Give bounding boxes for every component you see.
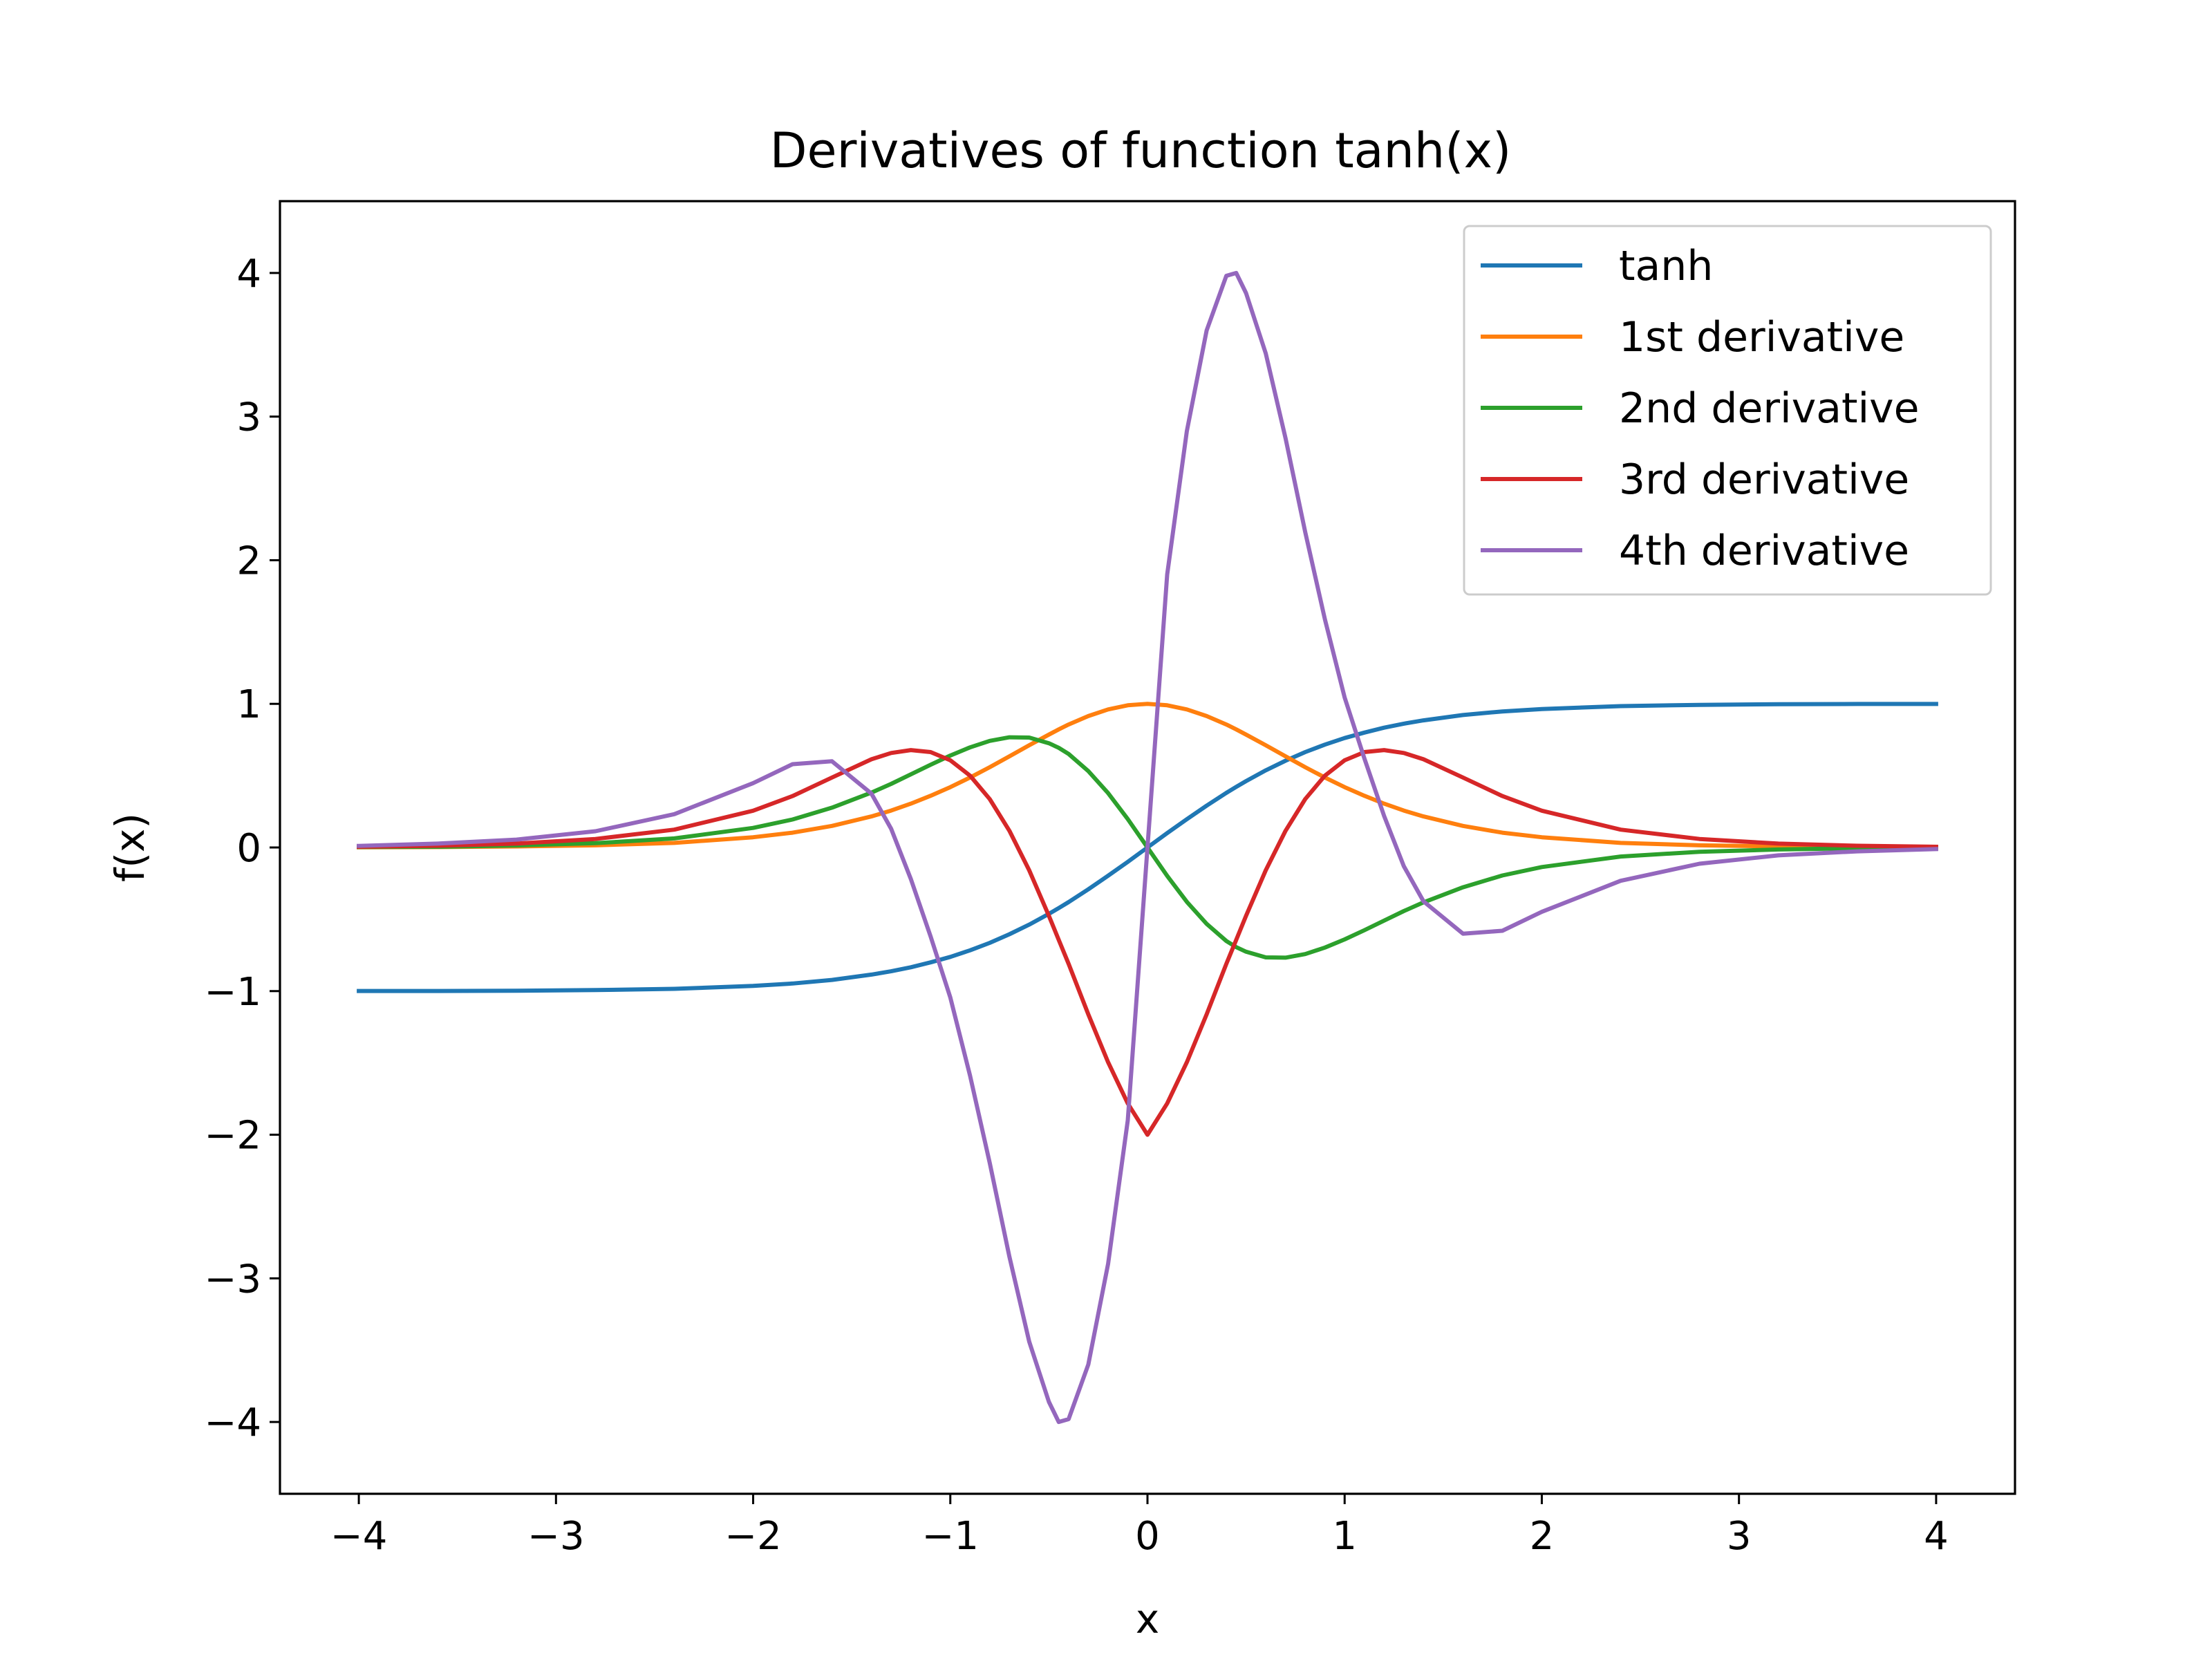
- x-tick-label: 0: [1135, 1514, 1160, 1559]
- y-tick-label: 4: [236, 252, 261, 297]
- chart-title: Derivatives of function tanh(x): [770, 122, 1512, 179]
- x-tick-label: 1: [1332, 1514, 1357, 1559]
- x-tick-label: 4: [1924, 1514, 1949, 1559]
- x-axis: −4 −3 −2 −1 0 1 2 3 4: [330, 1494, 1949, 1559]
- series-line-4: [357, 748, 1938, 1137]
- legend-label-4: 3rd derivative: [1619, 456, 1909, 504]
- y-axis: −4 −3 −2 −1 0 1 2 3 4: [204, 252, 280, 1445]
- x-tick-label: −2: [724, 1514, 782, 1559]
- y-tick-label: 0: [236, 826, 261, 871]
- y-tick-label: −3: [204, 1257, 261, 1302]
- y-axis-label: f(x): [106, 813, 153, 882]
- legend-label-3: 2nd derivative: [1619, 384, 1920, 433]
- legend-label-1: tanh: [1619, 242, 1713, 290]
- legend-label-5: 4th derivative: [1619, 527, 1909, 575]
- y-tick-label: −2: [204, 1114, 261, 1159]
- series-line-2: [357, 702, 1938, 850]
- y-tick-label: −4: [204, 1400, 261, 1445]
- y-tick-label: 1: [236, 682, 261, 727]
- legend: tanh 1st derivative 2nd derivative 3rd deri…: [1463, 225, 1992, 596]
- x-tick-label: 2: [1530, 1514, 1555, 1559]
- legend-box: [1463, 225, 1992, 596]
- y-tick-label: 3: [236, 395, 261, 440]
- legend-label-2: 1st derivative: [1619, 313, 1904, 362]
- x-tick-label: −3: [527, 1514, 585, 1559]
- series-line-5: [357, 270, 1938, 1425]
- plot-area: [357, 270, 1938, 1425]
- x-tick-label: 3: [1727, 1514, 1752, 1559]
- x-tick-label: −1: [921, 1514, 979, 1559]
- x-axis-label: x: [1136, 1595, 1159, 1642]
- y-tick-label: 2: [236, 538, 261, 583]
- x-tick-label: −4: [330, 1514, 388, 1559]
- y-tick-label: −1: [204, 970, 261, 1015]
